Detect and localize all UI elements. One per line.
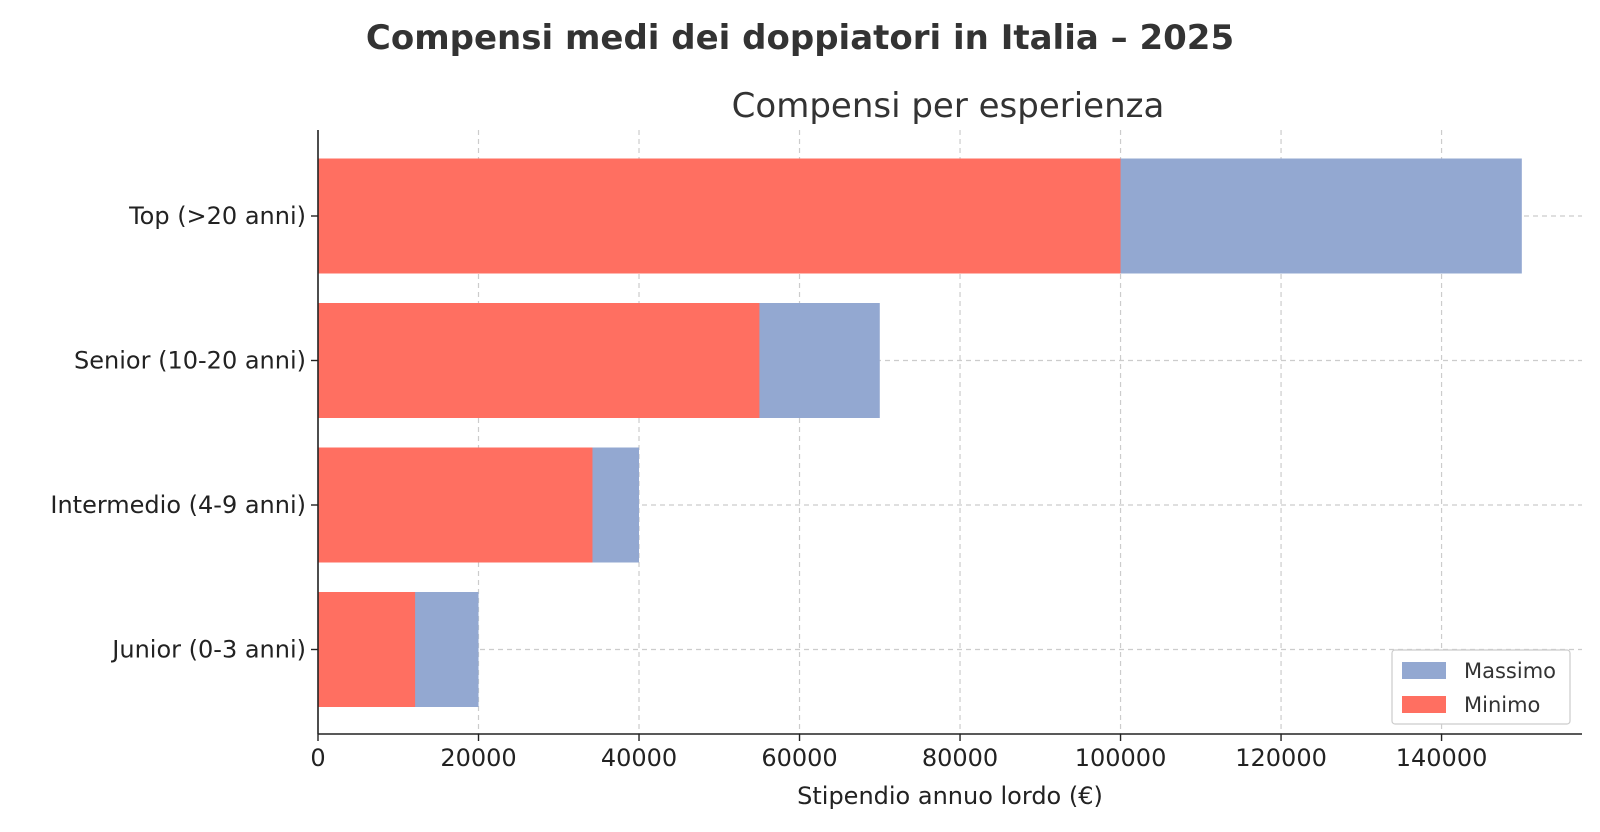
bar-minimo (318, 447, 593, 563)
x-tick-label: 20000 (440, 744, 516, 772)
y-tick-label: Junior (0-3 anni) (110, 636, 306, 664)
axes (317, 130, 1582, 735)
x-tick-label: 100000 (1075, 744, 1167, 772)
x-tick-label: 60000 (761, 744, 837, 772)
x-axis-ticks: 0 20000 40000 60000 80000 100000 120000 140000 (310, 734, 1487, 772)
x-tick-label: 0 (310, 744, 325, 772)
x-axis-label: Stipendio annuo lordo (€) (797, 782, 1103, 810)
y-tick-label: Top (>20 anni) (128, 202, 306, 230)
legend-swatch-massimo (1402, 662, 1446, 679)
bar-minimo (318, 303, 760, 418)
x-tick-label: 140000 (1396, 744, 1488, 772)
legend-label-massimo: Massimo (1464, 659, 1556, 683)
legend-label-minimo: Minimo (1464, 693, 1540, 717)
y-tick-label: Senior (10-20 anni) (74, 347, 306, 375)
legend-swatch-minimo (1402, 696, 1446, 713)
x-tick-label: 80000 (922, 744, 998, 772)
bars (318, 158, 1522, 707)
y-axis-ticks: Top (>20 anni) Senior (10-20 anni) Interme… (50, 202, 318, 664)
y-tick-label: Intermedio (4-9 anni) (50, 491, 306, 519)
bar-minimo (318, 592, 416, 707)
x-tick-label: 40000 (601, 744, 677, 772)
chart-title: Compensi per esperienza (732, 86, 1165, 126)
x-tick-label: 120000 (1235, 744, 1327, 772)
bar-minimo (318, 158, 1121, 274)
legend: Massimo Minimo (1391, 649, 1571, 725)
figure-title: Compensi medi dei doppiatori in Italia –… (365, 18, 1235, 58)
